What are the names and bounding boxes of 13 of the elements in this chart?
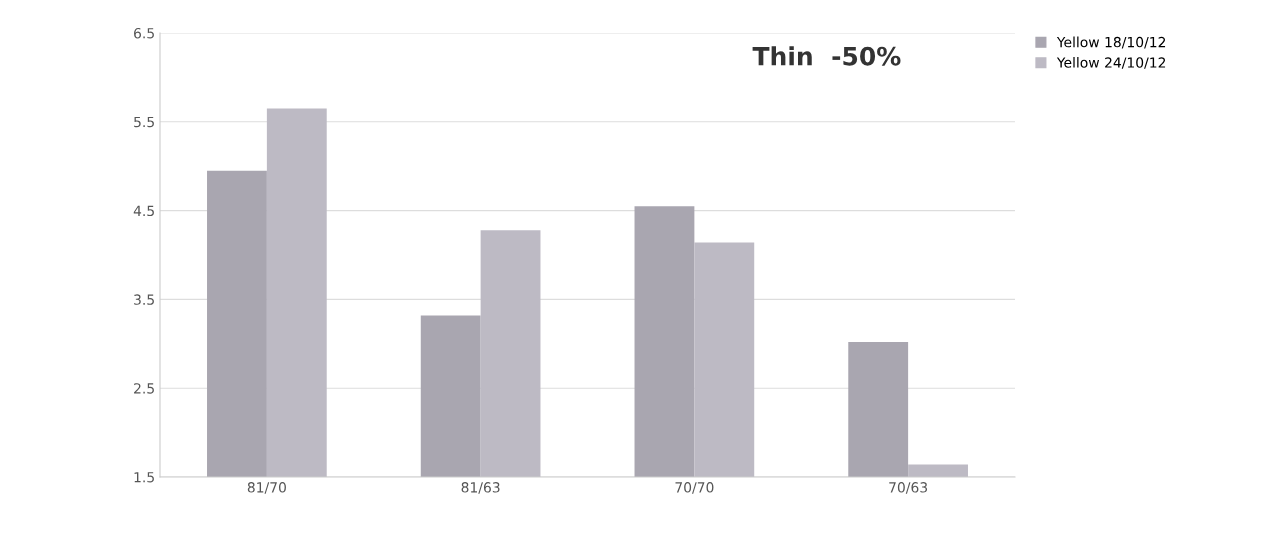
y-tick-label: 2.5 — [134, 383, 154, 394]
y-tick-label: 1.5 — [134, 472, 154, 483]
x-tick-label: 81/63 — [461, 482, 500, 494]
x-tick-label: 70/63 — [889, 482, 928, 494]
legend-label: Yellow 18/10/12 — [1056, 36, 1166, 49]
y-tick-label: 3.5 — [134, 294, 154, 305]
x-tick-label: 81/70 — [247, 482, 286, 494]
y-tick-label: 6.5 — [134, 27, 154, 39]
legend-label: Yellow 24/10/12 — [1056, 57, 1166, 69]
chart-title: Thin -50% — [752, 46, 901, 66]
y-tick-label: 4.5 — [133, 205, 154, 217]
y-tick-label: 5.5 — [134, 116, 154, 128]
x-tick-label: 70/70 — [675, 482, 714, 494]
